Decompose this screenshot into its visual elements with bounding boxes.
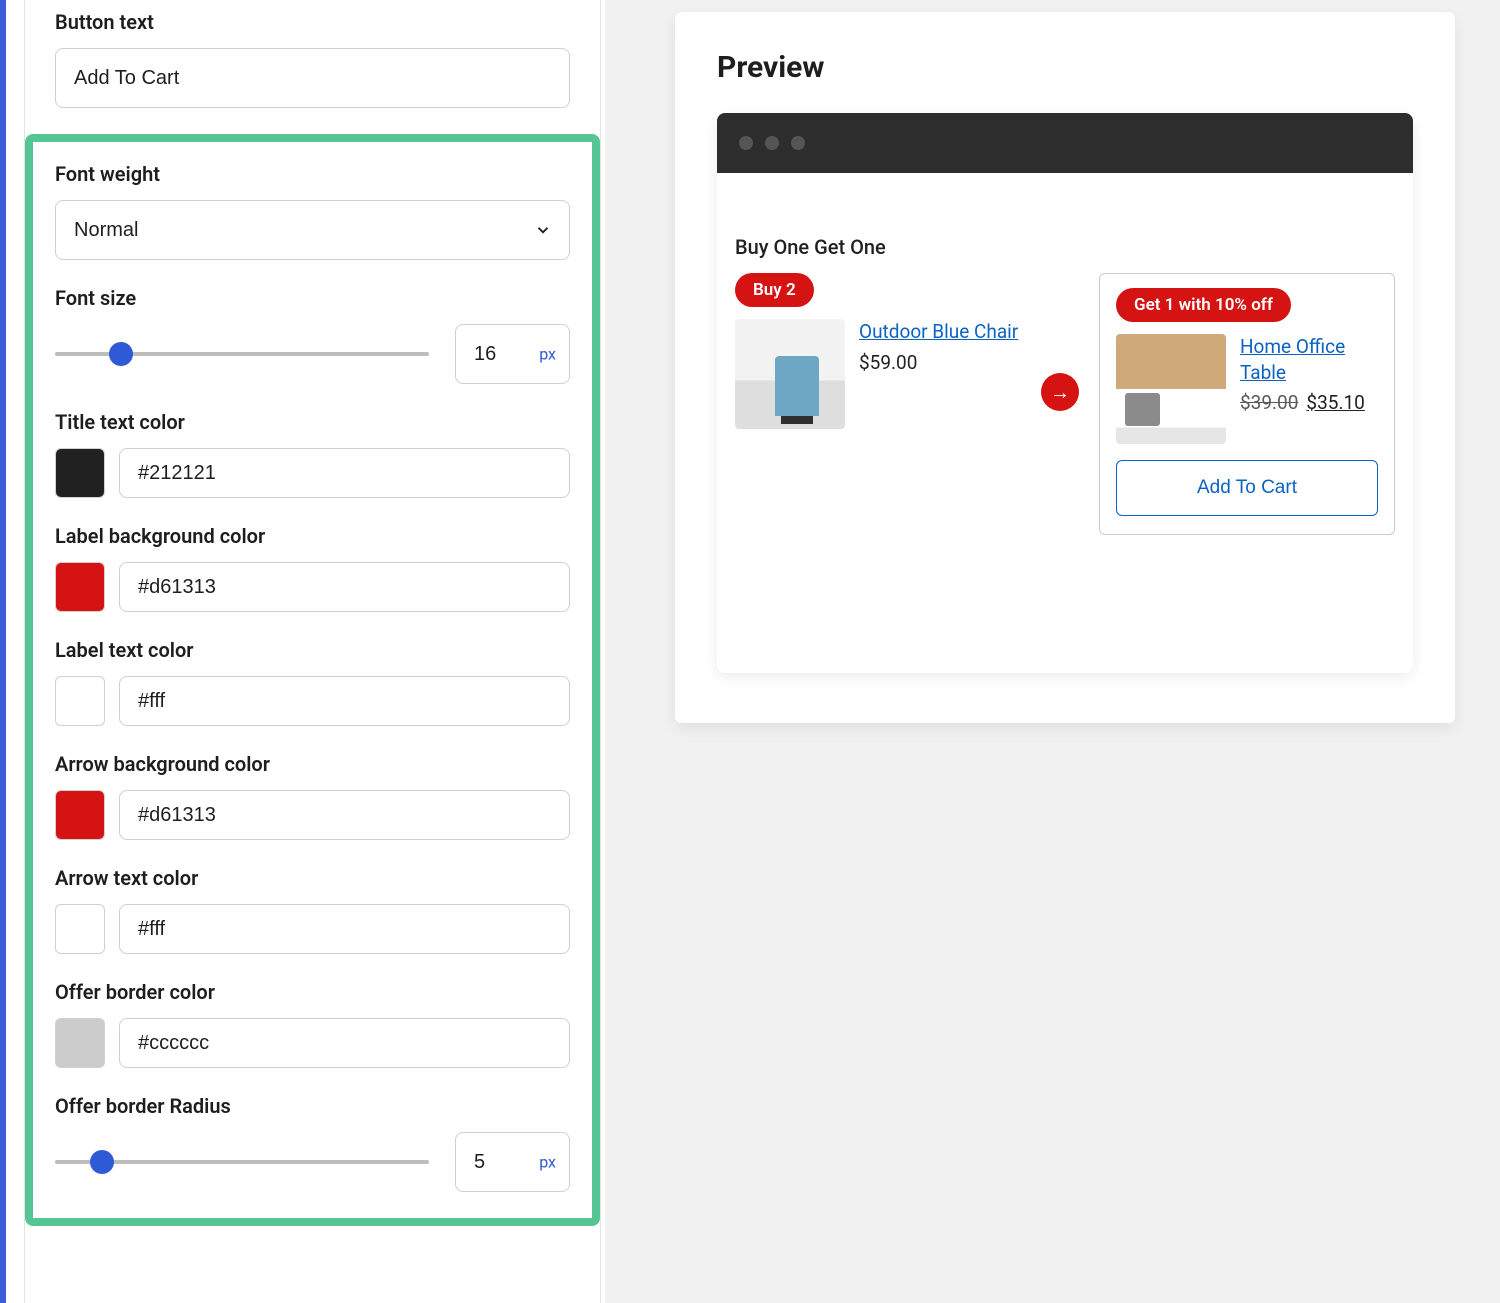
field-label-bg-color: Label background color bbox=[55, 524, 570, 612]
product-left-image[interactable] bbox=[735, 319, 845, 429]
label-text-color-label: Label text color bbox=[55, 638, 570, 662]
label-bg-color-label: Label background color bbox=[55, 524, 570, 548]
arrow-text-color-label: Arrow text color bbox=[55, 866, 570, 890]
offer-row: Buy 2 Outdoor Blue Chair $59.00 → bbox=[735, 273, 1395, 535]
offer-border-radius-slider[interactable] bbox=[55, 1160, 429, 1164]
field-offer-border-color: Offer border color bbox=[55, 980, 570, 1068]
browser-titlebar bbox=[717, 113, 1413, 173]
arrow-badge: → bbox=[1041, 373, 1079, 411]
preview-browser: Buy One Get One Buy 2 Outdoor Blue Chair… bbox=[717, 113, 1413, 673]
offer-buy-column: Buy 2 Outdoor Blue Chair $59.00 bbox=[735, 273, 1091, 429]
window-dot-icon bbox=[791, 136, 805, 150]
product-right-old-price: $39.00 bbox=[1240, 391, 1298, 414]
product-right-image[interactable] bbox=[1116, 334, 1226, 444]
label-text-color-input[interactable] bbox=[119, 676, 570, 726]
settings-panel-inner: Button text Font weight Normal Font size bbox=[24, 0, 601, 1303]
font-weight-select[interactable]: Normal bbox=[55, 200, 570, 260]
preview-panel: Preview Buy One Get One Buy 2 Outdoor Bl… bbox=[675, 12, 1455, 1303]
add-to-cart-button[interactable]: Add To Cart bbox=[1116, 460, 1378, 516]
offer-border-radius-label: Offer border Radius bbox=[55, 1094, 570, 1118]
field-font-size: Font size px bbox=[55, 286, 570, 384]
arrow-text-color-input[interactable] bbox=[119, 904, 570, 954]
style-settings-highlight: Font weight Normal Font size px bbox=[25, 134, 600, 1226]
arrow-right-icon: → bbox=[1050, 380, 1070, 405]
window-dot-icon bbox=[739, 136, 753, 150]
label-text-color-swatch[interactable] bbox=[55, 676, 105, 726]
title-text-color-input[interactable] bbox=[119, 448, 570, 498]
product-left-price: $59.00 bbox=[859, 351, 1018, 374]
font-weight-label: Font weight bbox=[55, 162, 570, 186]
product-right-name[interactable]: Home Office Table bbox=[1240, 335, 1345, 384]
buy-badge: Buy 2 bbox=[735, 273, 814, 307]
product-left: Outdoor Blue Chair $59.00 bbox=[735, 319, 1091, 429]
font-size-unit: px bbox=[539, 345, 556, 364]
product-left-name[interactable]: Outdoor Blue Chair bbox=[859, 320, 1018, 343]
title-text-color-label: Title text color bbox=[55, 410, 570, 434]
arrow-bg-color-swatch[interactable] bbox=[55, 790, 105, 840]
product-left-info: Outdoor Blue Chair $59.00 bbox=[859, 319, 1018, 374]
field-arrow-bg-color: Arrow background color bbox=[55, 752, 570, 840]
field-label-text-color: Label text color bbox=[55, 638, 570, 726]
product-right-sale-price: $35.10 bbox=[1306, 391, 1364, 414]
get-badge: Get 1 with 10% off bbox=[1116, 288, 1291, 322]
window-dot-icon bbox=[765, 136, 779, 150]
arrow-text-color-swatch[interactable] bbox=[55, 904, 105, 954]
offer-border-color-swatch[interactable] bbox=[55, 1018, 105, 1068]
arrow-bg-color-input[interactable] bbox=[119, 790, 570, 840]
offer-border-color-label: Offer border color bbox=[55, 980, 570, 1004]
offer-border-color-input[interactable] bbox=[119, 1018, 570, 1068]
preview-heading: Preview bbox=[717, 50, 1413, 85]
font-size-slider[interactable] bbox=[55, 352, 429, 356]
settings-panel: Button text Font weight Normal Font size bbox=[0, 0, 605, 1303]
title-text-color-swatch[interactable] bbox=[55, 448, 105, 498]
field-title-text-color: Title text color bbox=[55, 410, 570, 498]
label-bg-color-input[interactable] bbox=[119, 562, 570, 612]
product-right-info: Home Office Table $39.00 $35.10 bbox=[1240, 334, 1378, 414]
product-right: Home Office Table $39.00 $35.10 bbox=[1116, 334, 1378, 444]
offer-get-column: Get 1 with 10% off Home Office Table $39… bbox=[1099, 273, 1395, 535]
button-text-input[interactable] bbox=[55, 48, 570, 108]
offer-border-radius-unit: px bbox=[539, 1153, 556, 1172]
label-bg-color-swatch[interactable] bbox=[55, 562, 105, 612]
product-right-price: $39.00 $35.10 bbox=[1240, 391, 1378, 414]
field-arrow-text-color: Arrow text color bbox=[55, 866, 570, 954]
offer-title: Buy One Get One bbox=[735, 235, 1395, 259]
browser-body: Buy One Get One Buy 2 Outdoor Blue Chair… bbox=[717, 173, 1413, 673]
field-offer-border-radius: Offer border Radius px bbox=[55, 1094, 570, 1192]
font-size-label: Font size bbox=[55, 286, 570, 310]
button-text-label: Button text bbox=[55, 10, 570, 34]
preview-card: Preview Buy One Get One Buy 2 Outdoor Bl… bbox=[675, 12, 1455, 723]
field-font-weight: Font weight Normal bbox=[55, 162, 570, 260]
field-button-text: Button text bbox=[55, 0, 570, 108]
arrow-bg-color-label: Arrow background color bbox=[55, 752, 570, 776]
